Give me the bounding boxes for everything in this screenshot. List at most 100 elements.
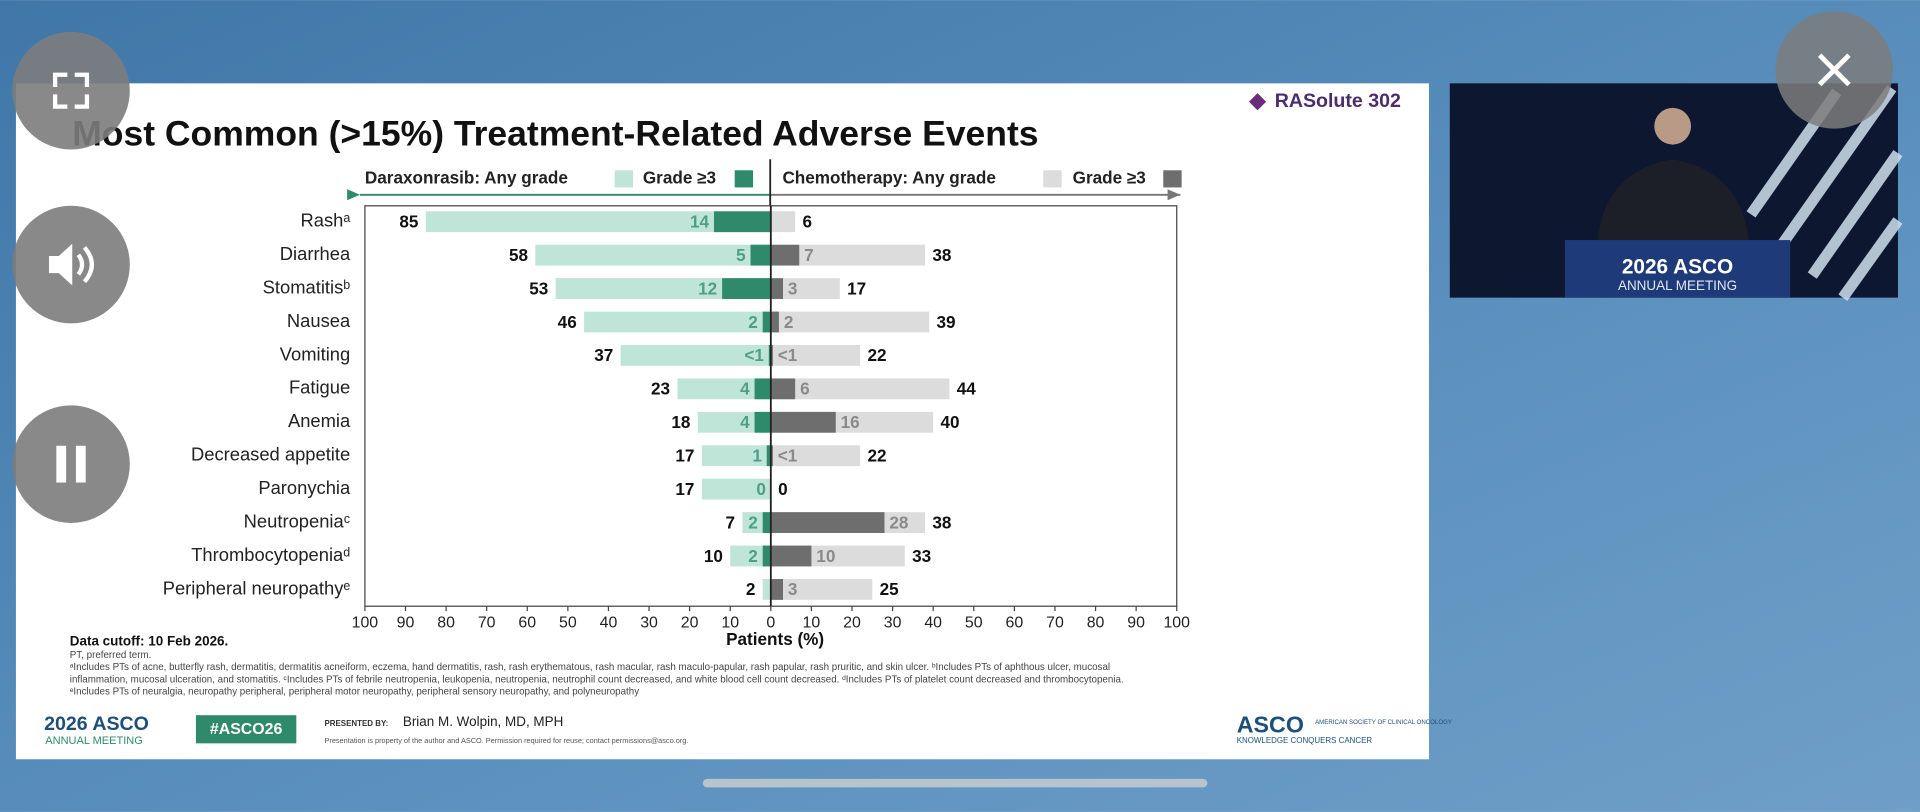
x-tick-label: 10 [803, 615, 821, 632]
bar [770, 311, 779, 333]
category-label: Rashᵃ [301, 210, 351, 231]
notice: Presentation is property of the author a… [324, 736, 688, 745]
value-label: 2 [748, 512, 758, 532]
bar [770, 579, 783, 600]
x-tick-label: 90 [397, 615, 415, 632]
progress-bar[interactable] [702, 778, 1208, 788]
value-label: 2 [748, 546, 758, 566]
fullscreen-button[interactable] [12, 31, 130, 150]
x-tick-label: 20 [681, 615, 699, 632]
category-label: Fatigue [289, 377, 350, 398]
x-tick-label: 60 [1006, 615, 1024, 632]
legend-swatch [1043, 170, 1062, 188]
x-tick-label: 100 [352, 615, 379, 632]
bar [762, 311, 771, 333]
bar [677, 378, 771, 400]
x-tick-label: 60 [518, 615, 536, 632]
meeting-logo: 2026 ASCO [44, 713, 149, 735]
value-label: 28 [889, 512, 908, 532]
value-label: 10 [704, 546, 723, 566]
value-label: 53 [529, 278, 548, 298]
value-label: 1 [752, 445, 762, 465]
bar [768, 345, 771, 366]
bar [770, 579, 873, 600]
legend-swatch [614, 170, 634, 188]
bar [770, 378, 796, 400]
category-label: Anemia [288, 410, 351, 431]
value-label: 44 [957, 379, 977, 399]
society-name: AMERICAN SOCIETY OF CLINICAL ONCOLOGY [1315, 719, 1452, 726]
bar [754, 411, 771, 433]
value-label: 22 [867, 345, 886, 365]
brand: RASolute 302 [1275, 90, 1401, 112]
value-label: 40 [941, 412, 960, 432]
value-label: 10 [816, 546, 835, 566]
value-label: 38 [932, 512, 951, 532]
bar [770, 311, 930, 333]
value-label: 6 [803, 211, 813, 231]
bar [762, 579, 771, 600]
bar [713, 211, 771, 233]
value-label: 85 [399, 211, 419, 231]
x-tick-label: 10 [721, 615, 739, 632]
bar [701, 445, 771, 467]
category-label: Thrombocytopeniaᵈ [191, 544, 350, 565]
bar [770, 345, 773, 366]
value-label: 37 [594, 345, 613, 365]
bar [620, 345, 771, 366]
bar [535, 244, 771, 266]
legend-label: Grade ≥3 [1073, 167, 1146, 187]
value-label: 0 [756, 479, 766, 499]
x-tick-label: 0 [766, 615, 775, 632]
value-label: 17 [847, 278, 866, 298]
bar [770, 345, 861, 366]
pause-button[interactable] [12, 405, 130, 523]
speaker-head [1654, 107, 1692, 145]
bar [754, 378, 771, 400]
x-tick-label: 70 [1046, 615, 1064, 632]
close-button[interactable] [1775, 11, 1894, 129]
bar [762, 545, 771, 567]
bar [697, 411, 771, 433]
bar [722, 278, 771, 299]
value-label: 3 [788, 278, 798, 298]
value-label: 14 [690, 211, 710, 231]
value-label: 7 [804, 245, 814, 265]
meeting-subtitle: ANNUAL MEETING [45, 735, 143, 747]
bar [770, 512, 885, 533]
x-tick-label: 50 [965, 615, 983, 632]
bar [770, 278, 840, 299]
brand-icon [1248, 93, 1267, 111]
value-label: 46 [558, 312, 577, 332]
volume-button[interactable] [12, 205, 130, 324]
value-label: 4 [740, 379, 750, 399]
value-label: <1 [744, 345, 764, 365]
bar [770, 244, 800, 266]
bar [770, 445, 861, 467]
bar [762, 512, 771, 533]
category-label: Nausea [287, 310, 351, 331]
legend-swatch [1163, 170, 1182, 188]
bar [770, 445, 773, 467]
bar [770, 211, 796, 233]
x-tick-label: 100 [1163, 615, 1190, 632]
value-label: 33 [912, 546, 931, 566]
hashtag: #ASCO26 [210, 721, 283, 738]
value-label: 38 [932, 245, 951, 265]
value-label: 12 [698, 278, 717, 298]
x-tick-label: 70 [478, 615, 496, 632]
bar [770, 411, 836, 433]
value-label: 3 [788, 579, 798, 599]
video-meeting-subtitle: ANNUAL MEETING [1618, 278, 1737, 293]
value-label: 5 [736, 245, 746, 265]
hashtag-badge [195, 715, 297, 744]
value-label: 18 [671, 412, 690, 432]
data-cutoff: Data cutoff: 10 Feb 2026. [70, 633, 229, 648]
podium [1564, 240, 1791, 298]
value-label: 4 [740, 412, 750, 432]
bar [770, 244, 926, 266]
x-tick-label: 40 [924, 615, 942, 632]
x-tick-label: 90 [1127, 615, 1145, 632]
value-label: 2 [784, 312, 794, 332]
category-label: Paronychia [258, 477, 351, 498]
